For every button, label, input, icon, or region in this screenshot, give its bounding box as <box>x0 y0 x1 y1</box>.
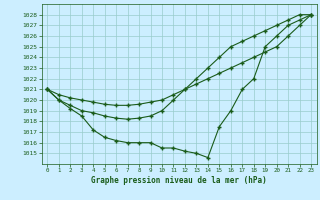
X-axis label: Graphe pression niveau de la mer (hPa): Graphe pression niveau de la mer (hPa) <box>91 176 267 185</box>
